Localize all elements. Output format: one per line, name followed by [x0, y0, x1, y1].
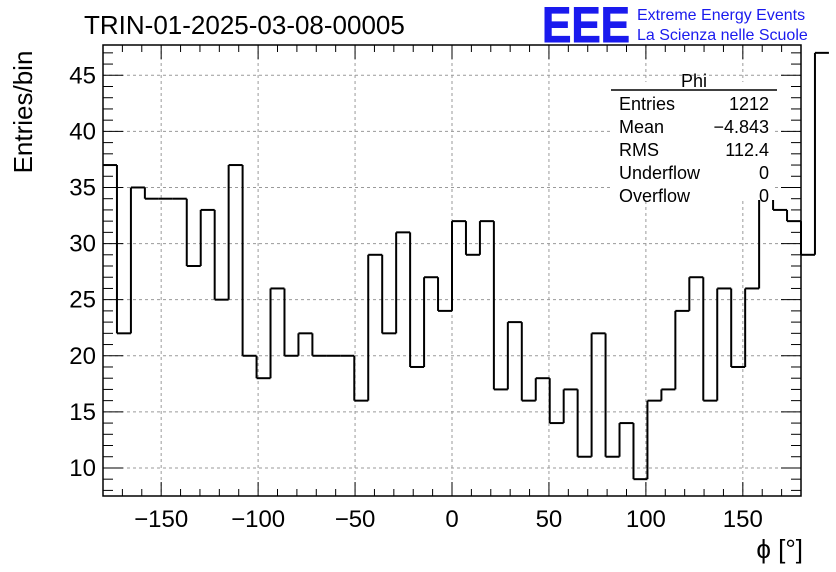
- stats-label-underflow: Underflow: [619, 163, 701, 183]
- stats-value-mean: −4.843: [713, 117, 769, 137]
- stats-label-overflow: Overflow: [619, 186, 691, 206]
- x-tick-label: −50: [335, 506, 376, 533]
- y-tick-label: 35: [69, 174, 96, 201]
- stats-box-title: Phi: [681, 71, 707, 91]
- logo-line2: La Scienza nelle Scuole: [637, 27, 808, 44]
- y-tick-label: 45: [69, 62, 96, 89]
- histogram-series: [103, 51, 829, 481]
- x-tick-label: 50: [536, 506, 563, 533]
- chart-title: TRIN-01-2025-03-08-00005: [84, 10, 405, 40]
- y-tick-label: 30: [69, 231, 96, 258]
- x-tick-label: −100: [231, 506, 285, 533]
- stats-value-overflow: 0: [759, 186, 769, 206]
- stats-box-bg: [611, 82, 775, 200]
- y-tick-label: 10: [69, 455, 96, 482]
- x-tick-label: 0: [445, 506, 458, 533]
- stats-value-rms: 112.4: [725, 140, 769, 160]
- y-axis-title: Entries/bin: [8, 51, 38, 174]
- x-tick-label: −150: [134, 506, 188, 533]
- x-tick-label: 100: [626, 506, 666, 533]
- stats-label-entries: Entries: [619, 94, 675, 114]
- y-tick-label: 15: [69, 399, 96, 426]
- logo-mark: EEE: [542, 0, 630, 53]
- y-tick-label: 40: [69, 118, 96, 145]
- stats-value-underflow: 0: [759, 163, 769, 183]
- y-tick-label: 25: [69, 287, 96, 314]
- stats-value-entries: 1212: [729, 94, 769, 114]
- stats-box: Phi Entries 1212 Mean −4.843 RMS 112.4 U…: [611, 71, 777, 206]
- y-tick-label: 20: [69, 343, 96, 370]
- logo-line1: Extreme Energy Events: [637, 7, 805, 24]
- axis-ticks: [103, 45, 802, 496]
- stats-label-mean: Mean: [619, 117, 664, 137]
- tick-labels: −150 −100 −50 0 50 100 150 10 15 20 25 30 35 40 45: [69, 62, 763, 533]
- x-tick-label: 150: [723, 506, 763, 533]
- eee-logo: EEE Extreme Energy Events La Scienza nel…: [542, 0, 808, 54]
- stats-label-rms: RMS: [619, 140, 659, 160]
- x-axis-title: ϕ [°]: [756, 534, 803, 564]
